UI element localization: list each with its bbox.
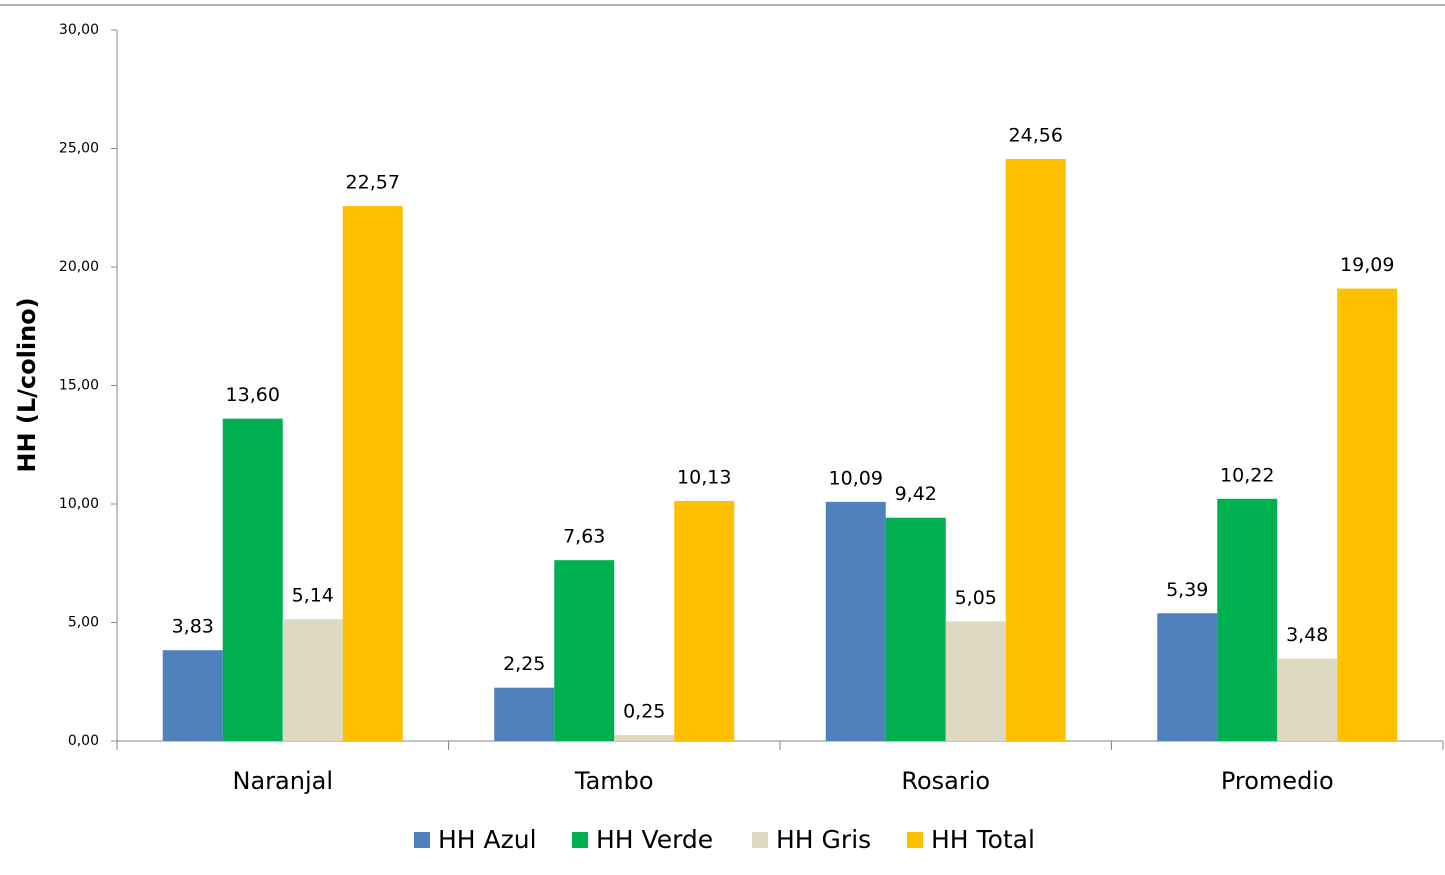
value-label: 10,22: [1220, 464, 1274, 486]
legend-label: HH Verde: [596, 825, 713, 854]
value-label: 10,09: [829, 467, 883, 489]
bar: [494, 687, 555, 741]
bar: [1217, 498, 1278, 741]
legend-label: HH Total: [931, 825, 1035, 854]
x-tick-label: Rosario: [901, 767, 990, 795]
bar: [1157, 613, 1218, 741]
bar: [945, 621, 1006, 741]
legend-swatch: [572, 832, 588, 848]
value-label: 0,25: [623, 701, 665, 723]
x-tick-label: Tambo: [574, 767, 654, 795]
value-label: 22,57: [346, 172, 400, 194]
bar: [554, 560, 615, 741]
y-tick-label: 0,00: [68, 733, 99, 749]
bar: [885, 517, 946, 741]
y-tick-label: 15,00: [59, 378, 99, 394]
bar: [1277, 658, 1338, 741]
value-label: 5,14: [292, 585, 334, 607]
value-label: 19,09: [1340, 254, 1394, 276]
bar: [614, 735, 675, 741]
x-tick-label: Naranjal: [233, 767, 334, 795]
bar: [342, 206, 403, 741]
y-tick-label: 25,00: [59, 141, 99, 157]
value-label: 7,63: [563, 526, 605, 548]
bar: [825, 501, 886, 741]
legend-swatch: [414, 832, 430, 848]
value-label: 5,39: [1166, 579, 1208, 601]
y-tick-label: 10,00: [59, 496, 99, 512]
bar: [162, 650, 223, 741]
y-axis-label: HH (L/colino): [13, 297, 41, 472]
bar: [1005, 158, 1066, 742]
legend-label: HH Azul: [438, 825, 537, 854]
value-label: 2,25: [503, 653, 545, 675]
value-label: 9,42: [895, 483, 937, 505]
bar: [1337, 288, 1398, 741]
bar: [222, 418, 283, 741]
legend-swatch: [752, 832, 768, 848]
y-tick-label: 5,00: [68, 615, 99, 631]
y-tick-label: 30,00: [59, 22, 99, 38]
value-label: 13,60: [226, 384, 280, 406]
bar: [674, 500, 735, 741]
bar: [282, 619, 343, 741]
x-tick-label: Promedio: [1221, 767, 1334, 795]
value-label: 5,05: [955, 587, 997, 609]
value-label: 24,56: [1009, 124, 1063, 146]
value-label: 3,83: [172, 616, 214, 638]
value-label: 10,13: [677, 466, 731, 488]
y-tick-label: 20,00: [59, 259, 99, 275]
legend-swatch: [907, 832, 923, 848]
legend-label: HH Gris: [776, 825, 871, 854]
value-label: 3,48: [1286, 624, 1328, 646]
